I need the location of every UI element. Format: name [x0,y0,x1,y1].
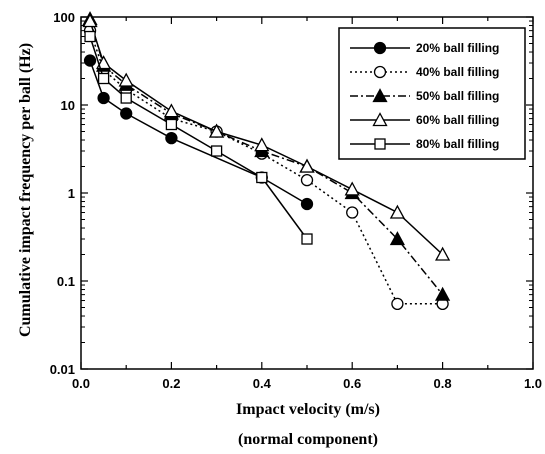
data-point [389,231,405,246]
data-point [346,206,359,219]
legend-item-5: 80% ball filling [350,137,499,151]
data-point [301,233,313,245]
y-tick-label: 100 [53,10,75,25]
series-line [89,36,308,240]
legend-marker [372,112,388,127]
legend-label: 60% ball filling [416,113,499,127]
series-layer [82,11,451,310]
series-1 [83,54,314,211]
axis-ticks [80,16,534,370]
data-point [96,55,112,70]
legend-item-1: 20% ball filling [350,41,499,55]
data-point [391,297,404,310]
data-point [300,173,314,187]
legend-box [338,27,526,160]
data-point [84,30,96,43]
y-tick-label: 0.1 [57,274,75,289]
legend-marker [374,138,386,150]
legend-label: 20% ball filling [416,41,499,55]
data-point [118,72,134,87]
legend-items: 20% ball filling 40% ball filling 50% ball… [350,41,499,151]
data-point [299,158,315,173]
x-tick-label: 0.0 [72,376,90,391]
legend-marker [373,41,387,55]
data-point [97,91,110,105]
series-line [89,20,444,256]
data-point [344,181,360,196]
data-point [256,171,268,184]
data-point [97,72,110,85]
data-point [209,123,225,138]
x-tick-label: 0.4 [253,376,272,391]
data-point [120,107,133,120]
tick-labels: 0.0 0.2 0.4 0.6 0.8 1.0 0.01 0.1 1 10 100 [50,10,542,391]
y-axis-title: Cumulative impact frequency per ball (Hz… [17,43,34,337]
data-point [254,137,270,152]
data-point [165,132,178,145]
legend-marker [373,65,387,79]
data-point [83,54,97,67]
data-point [210,145,223,157]
legend: 20% ball filling 40% ball filling 50% ball… [338,27,526,160]
x-tick-label: 0.6 [343,376,361,391]
x-tick-label: 1.0 [524,376,542,391]
x-tick-label: 0.2 [162,376,180,391]
legend-label: 80% ball filling [416,137,499,151]
data-point [120,92,132,104]
y-tick-label: 10 [61,98,75,113]
series-5 [84,30,313,245]
data-point [435,246,451,261]
series-line [89,60,308,205]
data-point [82,13,98,28]
x-tick-label: 0.8 [434,376,452,391]
series-line [89,30,443,305]
data-point [435,286,451,301]
legend-marker [372,88,388,103]
data-point [165,118,178,131]
series-4 [82,13,451,261]
legend-item-4: 60% ball filling [350,112,499,127]
data-point [163,103,179,118]
legend-item-2: 40% ball filling [350,65,499,79]
y-tick-label: 0.01 [50,362,75,377]
x-axis-subtitle: (normal component) [238,431,378,448]
legend-label: 40% ball filling [416,65,499,79]
legend-item-3: 50% ball filling [350,88,499,103]
data-point [389,204,405,219]
y-tick-label: 1 [68,186,75,201]
x-axis-title: Impact velocity (m/s) [236,401,380,418]
legend-label: 50% ball filling [416,89,499,103]
data-point [300,197,314,211]
